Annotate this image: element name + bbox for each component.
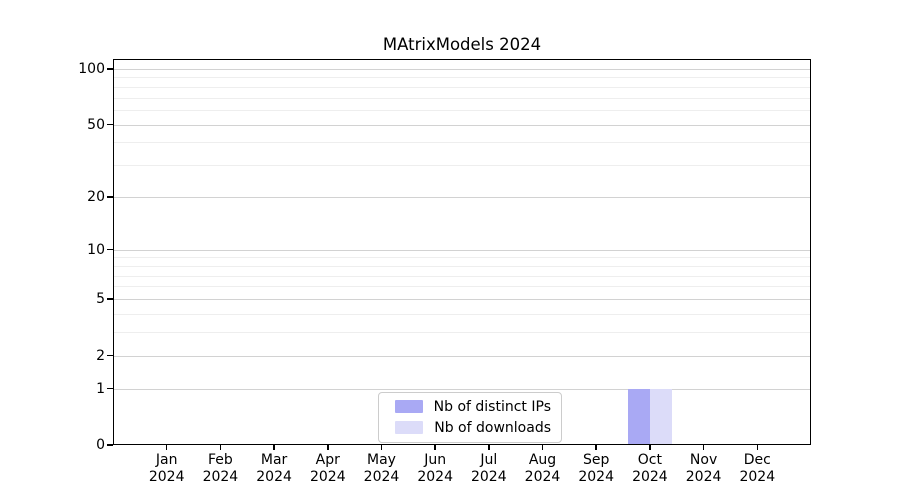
y-tick-mark [107, 68, 113, 70]
x-tick-year: 2024 [578, 469, 614, 485]
legend-swatch [395, 421, 424, 434]
y-tick-label: 2 [96, 347, 105, 364]
minor-gridline [113, 165, 811, 167]
x-tick-month: Feb [207, 452, 233, 468]
x-tick-month: Nov [689, 452, 718, 468]
minor-gridline [113, 110, 811, 111]
y-tick-label: 5 [96, 291, 105, 307]
x-tick-year: 2024 [685, 469, 722, 485]
y-tick-mark [107, 444, 113, 446]
legend-item: Nb of downloads [386, 419, 551, 436]
y-tick-mark [107, 123, 113, 126]
y-tick-label: 0 [96, 437, 105, 453]
chart-title: MAtrixModels 2024 [382, 35, 542, 54]
x-tick-label: Aug 2024 [508, 452, 578, 486]
minor-gridline [113, 332, 811, 333]
x-tick-mark [702, 445, 705, 450]
y-tick-label: 50 [87, 116, 105, 133]
x-tick-year: 2024 [470, 469, 507, 485]
x-tick-mark [434, 445, 436, 450]
minor-gridline [113, 265, 811, 267]
y-tick-mark [107, 298, 113, 300]
y-tick-label: 1 [96, 380, 105, 397]
minor-gridline [113, 275, 811, 277]
legend: Nb of distinct IPs Nb of downloads [378, 392, 562, 443]
minor-gridline [113, 142, 811, 144]
x-tick-year: 2024 [632, 469, 668, 485]
grid-layer [113, 59, 811, 445]
x-tick-month: Jan [155, 452, 178, 468]
major-gridline [113, 299, 811, 300]
major-gridline [113, 124, 811, 126]
x-tick-mark [649, 445, 651, 450]
major-gridline [113, 249, 811, 251]
minor-gridline [113, 97, 811, 99]
y-tick-mark [107, 196, 113, 198]
major-gridline [113, 355, 811, 357]
minor-gridline [113, 77, 811, 79]
x-tick-mark [380, 445, 383, 450]
x-tick-month: Sep [582, 452, 610, 468]
x-tick-mark [273, 445, 275, 450]
x-tick-mark [327, 445, 329, 450]
y-tick-label: 20 [87, 188, 105, 205]
x-tick-month: Oct [637, 452, 662, 468]
x-tick-label: Jan 2024 [132, 452, 202, 486]
x-tick-month: Jun [424, 452, 447, 468]
bar-nb-of-downloads [649, 388, 672, 445]
x-tick-mark [595, 445, 597, 450]
x-tick-mark [756, 445, 759, 450]
y-tick-label: 10 [87, 241, 105, 258]
x-tick-mark [165, 445, 168, 450]
minor-gridline [113, 286, 811, 288]
x-tick-year: 2024 [417, 469, 453, 485]
y-tick-mark [107, 354, 113, 357]
x-tick-label: Oct 2024 [615, 452, 685, 486]
x-tick-month: Mar [260, 452, 288, 468]
x-tick-month: Dec [743, 452, 771, 468]
bars-layer [113, 59, 811, 445]
x-tick-mark [219, 445, 222, 450]
x-tick-label: Jun 2024 [400, 452, 470, 486]
x-tick-year: 2024 [148, 469, 185, 485]
legend-item: Nb of distinct IPs [386, 398, 551, 415]
x-axis: Jan 2024 Feb 2024 Mar 2024 Apr 2024 May 2024 Jun 20… [113, 445, 811, 497]
x-tick-label: Nov 2024 [669, 452, 739, 486]
y-axis: 0 1 2 5 10 20 50 100 [0, 59, 113, 453]
minor-gridline [113, 313, 811, 315]
y-tick-mark [107, 387, 113, 390]
x-tick-year: 2024 [363, 469, 400, 485]
major-gridline [113, 196, 811, 198]
x-tick-label: Mar 2024 [239, 452, 309, 486]
x-tick-mark [488, 445, 490, 450]
plot-area: Nb of distinct IPs Nb of downloads [113, 59, 811, 445]
x-tick-label: Sep 2024 [561, 452, 631, 486]
major-gridline [113, 388, 811, 390]
legend-label: Nb of downloads [434, 419, 551, 436]
legend-label: Nb of distinct IPs [433, 398, 551, 415]
x-tick-month: Aug [528, 452, 557, 468]
x-tick-month: Jul [480, 452, 498, 468]
x-tick-year: 2024 [739, 469, 776, 485]
x-tick-year: 2024 [256, 469, 292, 485]
x-tick-year: 2024 [202, 469, 239, 485]
x-tick-label: Jul 2024 [454, 452, 524, 486]
x-tick-year: 2024 [524, 469, 561, 485]
x-tick-label: Apr 2024 [293, 452, 363, 486]
x-tick-month: May [367, 452, 396, 468]
y-tick-mark [107, 248, 113, 251]
x-tick-label: May 2024 [347, 452, 417, 486]
x-tick-month: Apr [315, 452, 340, 468]
bar-nb-of-distinct-ips [627, 388, 650, 445]
y-tick-label: 100 [78, 60, 105, 77]
x-tick-label: Feb 2024 [185, 452, 255, 486]
minor-gridline [113, 257, 811, 259]
legend-swatch [394, 400, 423, 413]
x-tick-year: 2024 [309, 469, 346, 485]
x-tick-mark [541, 445, 544, 450]
x-tick-label: Dec 2024 [722, 452, 792, 486]
minor-gridline [113, 86, 811, 88]
major-gridline [113, 68, 811, 70]
